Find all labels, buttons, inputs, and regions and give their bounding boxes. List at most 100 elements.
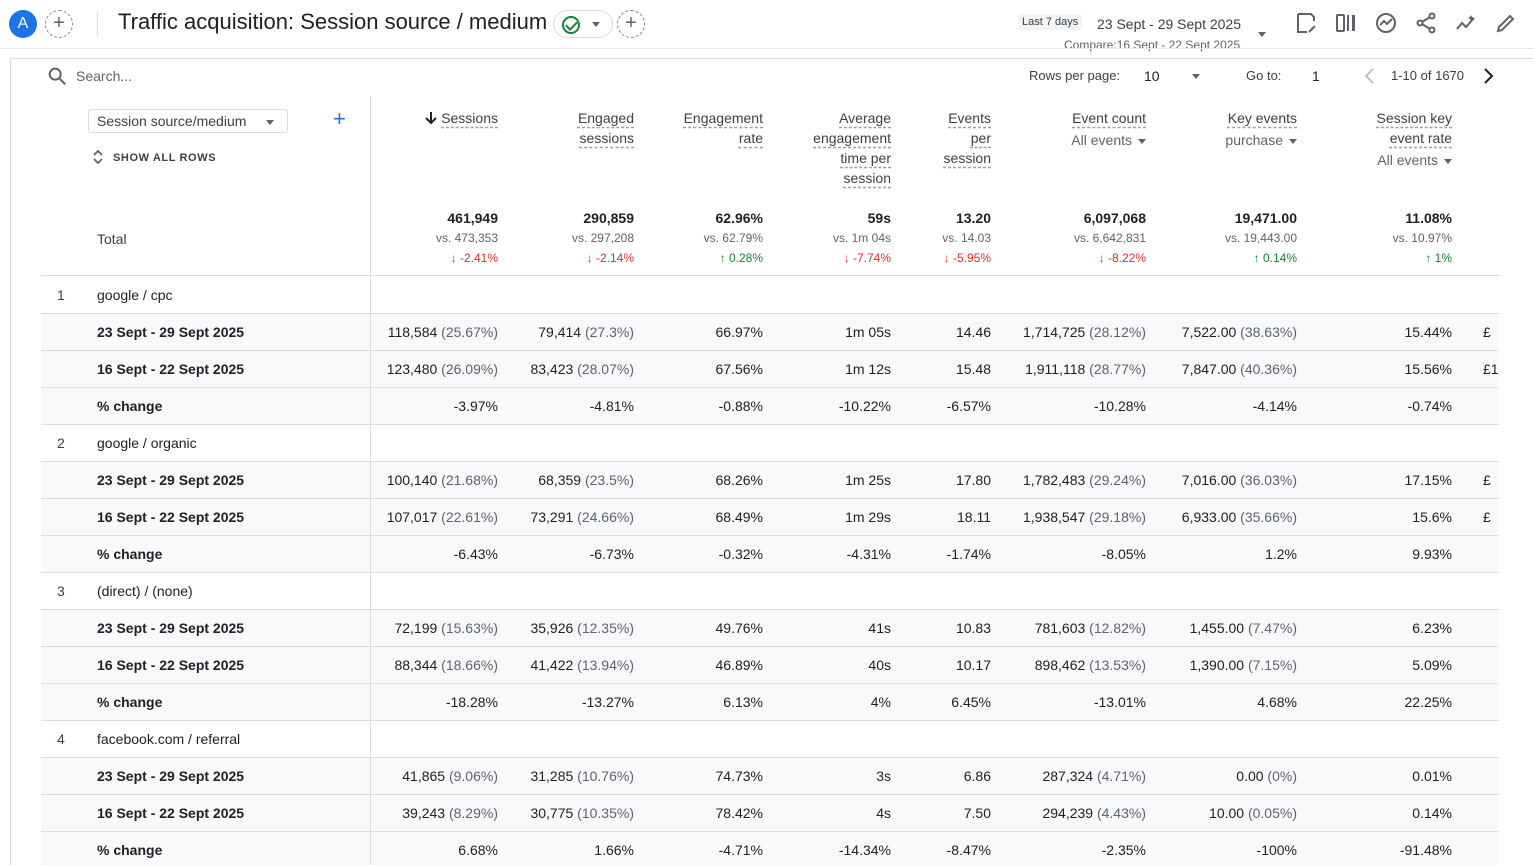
header-divider: [97, 12, 98, 36]
edit-report-button[interactable]: [1294, 11, 1320, 37]
cell-avg-engagement-time: 1m 05s: [845, 324, 891, 340]
total-change: ↑ 1%: [1425, 251, 1452, 265]
cell-value: -6.43%: [453, 546, 498, 562]
column-header-session-key-event-rate[interactable]: Session key event rate All events: [1377, 108, 1452, 170]
add-comparison-button[interactable]: +: [45, 10, 73, 38]
cell-share: (4.71%): [1093, 768, 1146, 784]
add-button[interactable]: +: [617, 10, 645, 38]
search-icon: [46, 65, 68, 87]
column-header-engagement-rate[interactable]: Engagement rate: [684, 108, 763, 148]
total-value: 11.08%: [1405, 210, 1452, 226]
cell-value: 66.97%: [715, 324, 763, 340]
column-header-event-count[interactable]: Event count All events: [1071, 108, 1146, 150]
cell-share: (0.05%): [1244, 805, 1297, 821]
share-button[interactable]: [1414, 11, 1440, 37]
cell-value: -10.22%: [838, 398, 891, 414]
column-header-avg-engagement-time[interactable]: Average engagement time per session: [813, 108, 891, 188]
column-header-engaged-sessions[interactable]: Engaged sessions: [578, 108, 634, 148]
cell-share: (27.3%): [581, 324, 634, 340]
cell-value: 46.89%: [715, 657, 763, 673]
row-period-label: % change: [97, 694, 163, 710]
chevron-down-icon[interactable]: [1192, 74, 1200, 79]
column-title: session: [843, 170, 891, 186]
cell-share: (22.61%): [437, 509, 498, 525]
cell-share: (18.66%): [437, 657, 498, 673]
total-comparison: vs. 10.97%: [1392, 231, 1452, 245]
total-comparison: vs. 297,208: [571, 231, 634, 245]
customize-report-button[interactable]: [1494, 11, 1520, 37]
column-header-sessions[interactable]: Sessions: [425, 108, 498, 130]
row-dimension-value: (direct) / (none): [97, 583, 193, 599]
cell-key-events: 10.00 (0.05%): [1209, 805, 1297, 821]
event-filter-select[interactable]: All events: [1377, 150, 1452, 170]
rows-per-page-select[interactable]: 10: [1144, 68, 1160, 84]
dimension-select[interactable]: Session source/medium: [88, 109, 288, 133]
cell-avg-engagement-time: -10.22%: [839, 398, 891, 414]
total-comparison: vs. 14.03: [942, 231, 991, 245]
column-header-key-events[interactable]: Key events purchase: [1225, 108, 1297, 150]
cell-value: -6.73%: [589, 546, 634, 562]
column-header-events-per-session[interactable]: Events per session: [944, 108, 991, 168]
next-page-button[interactable]: [1480, 66, 1496, 86]
cell-value: 5.09%: [1412, 657, 1452, 673]
insights-button[interactable]: [1374, 11, 1400, 37]
event-filter-select[interactable]: purchase: [1225, 130, 1297, 150]
column-title: Average: [839, 110, 891, 126]
cell-value: -8.05%: [1101, 546, 1146, 562]
total-change: ↓ -8.22%: [1098, 251, 1146, 265]
cell-value: -13.27%: [581, 694, 634, 710]
account-avatar[interactable]: A: [9, 10, 37, 38]
cell-value: 1m 05s: [845, 324, 891, 340]
cell-value: -1.74%: [946, 546, 991, 562]
cell-share: (12.35%): [573, 620, 634, 636]
table-group-row[interactable]: 1 google / cpc: [41, 277, 1499, 314]
cell-value: 17.15%: [1404, 472, 1452, 488]
compare-button[interactable]: [1334, 11, 1360, 37]
cell-value: 898,462: [1034, 657, 1086, 673]
cell-key-events: 7,522.00 (38.63%): [1182, 324, 1297, 340]
table-group-row[interactable]: 2 google / organic: [41, 425, 1499, 462]
compare-range-text: Compare:16 Sept - 22 Sept 2025: [1064, 38, 1241, 52]
row-dimension-value: google / organic: [97, 435, 197, 451]
chevron-down-icon: [266, 120, 274, 125]
search-input[interactable]: [76, 65, 476, 87]
goto-input[interactable]: 1: [1312, 68, 1320, 84]
cell-value: 74.73%: [715, 768, 763, 784]
event-filter-select[interactable]: All events: [1071, 130, 1146, 150]
trend-button[interactable]: [1454, 11, 1480, 37]
cell-value: 6.86: [963, 768, 991, 784]
cell-value: -4.81%: [589, 398, 634, 414]
table-group-row[interactable]: 4 facebook.com / referral: [41, 721, 1499, 758]
cell-share: (29.18%): [1085, 509, 1146, 525]
cell-engaged-sessions: 30,775 (10.35%): [530, 805, 634, 821]
total-value: 62.96%: [715, 210, 763, 226]
cell-share: (13.94%): [573, 657, 634, 673]
row-period-label: 16 Sept - 22 Sept 2025: [97, 509, 245, 525]
add-dimension-button[interactable]: +: [333, 108, 346, 130]
cell-engaged-sessions: 35,926 (12.35%): [530, 620, 634, 636]
cell-value: 1,390.00: [1189, 657, 1245, 673]
previous-page-button[interactable]: [1362, 66, 1378, 86]
cell-value: 10.17: [955, 657, 991, 673]
cell-value: 72,199: [394, 620, 438, 636]
cell-avg-engagement-time: 1m 12s: [845, 361, 891, 377]
cell-value: 3s: [876, 768, 891, 784]
total-value: 19,471.00: [1234, 210, 1297, 226]
table-group-row[interactable]: 3 (direct) / (none): [41, 573, 1499, 610]
cell-avg-engagement-time: 1m 25s: [845, 472, 891, 488]
add-icon: +: [625, 12, 637, 34]
cell-share: (9.06%): [445, 768, 498, 784]
event-filter-label: purchase: [1225, 132, 1283, 148]
trend-icon: [1456, 15, 1475, 30]
cell-value: 1,911,118: [1025, 361, 1086, 377]
report-status-dropdown[interactable]: [553, 10, 613, 38]
cell-truncated-revenue: £: [1483, 472, 1491, 488]
chevron-down-icon: [592, 22, 600, 27]
cell-sessions: 123,480 (26.09%): [387, 361, 498, 377]
cell-event-count: 287,324 (4.71%): [1042, 768, 1146, 784]
column-title: rate: [738, 130, 763, 146]
cell-key-events: 1,455.00 (7.47%): [1190, 620, 1297, 636]
cell-avg-engagement-time: 3s: [876, 768, 891, 784]
cell-value: 1,714,725: [1023, 324, 1086, 340]
column-title: Engaged: [577, 110, 634, 126]
